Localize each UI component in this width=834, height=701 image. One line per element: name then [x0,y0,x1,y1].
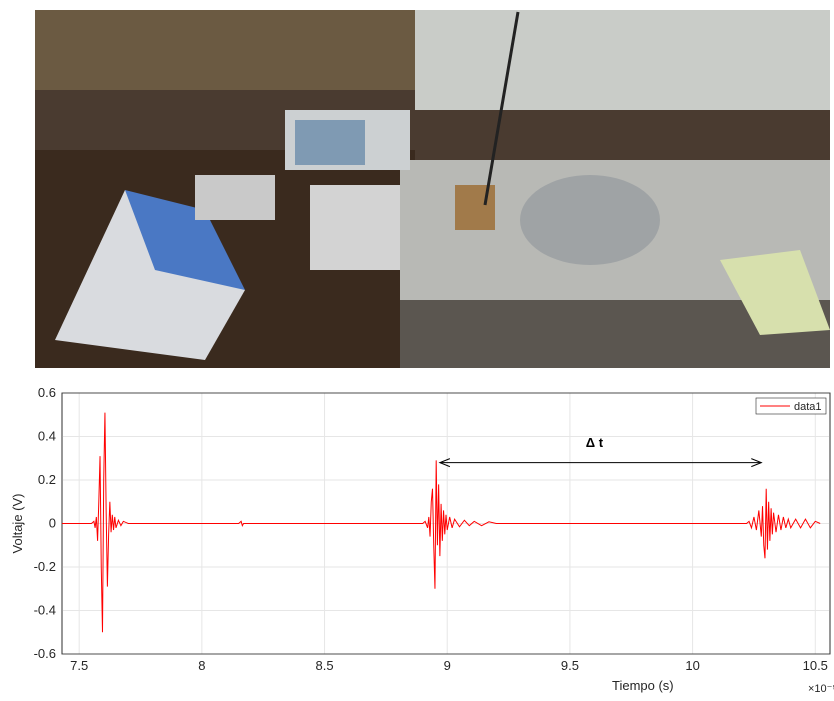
legend-label: data1 [794,401,822,413]
y-tick-label: -0.6 [34,646,56,661]
arrow-head [438,458,451,468]
x-tick-label: 8.5 [316,658,334,673]
annotation-text: Δ t [586,435,604,450]
x-tick-label: 10 [685,658,699,673]
x-tick-label: 9.5 [561,658,579,673]
x-tick-label: 7.5 [70,658,88,673]
y-tick-label: 0.4 [38,429,56,444]
y-tick-label: 0.2 [38,472,56,487]
x-axis-label: Tiempo (s) [612,678,674,693]
x-tick-label: 10.5 [803,658,828,673]
x-tick-label: 9 [444,658,451,673]
arrow-head [751,458,763,468]
lab-photo [35,10,830,368]
y-axis-label: Voltaje (V) [10,494,25,554]
x-tick-label: 8 [198,658,205,673]
legend-box [755,397,827,415]
y-tick-label: 0 [49,516,56,531]
line-series [62,412,821,633]
x-exponent: ×10⁻⁵ [808,683,834,695]
y-tick-label: -0.2 [34,559,56,574]
y-tick-label: -0.4 [34,603,56,618]
y-tick-label: 0.6 [38,385,56,400]
